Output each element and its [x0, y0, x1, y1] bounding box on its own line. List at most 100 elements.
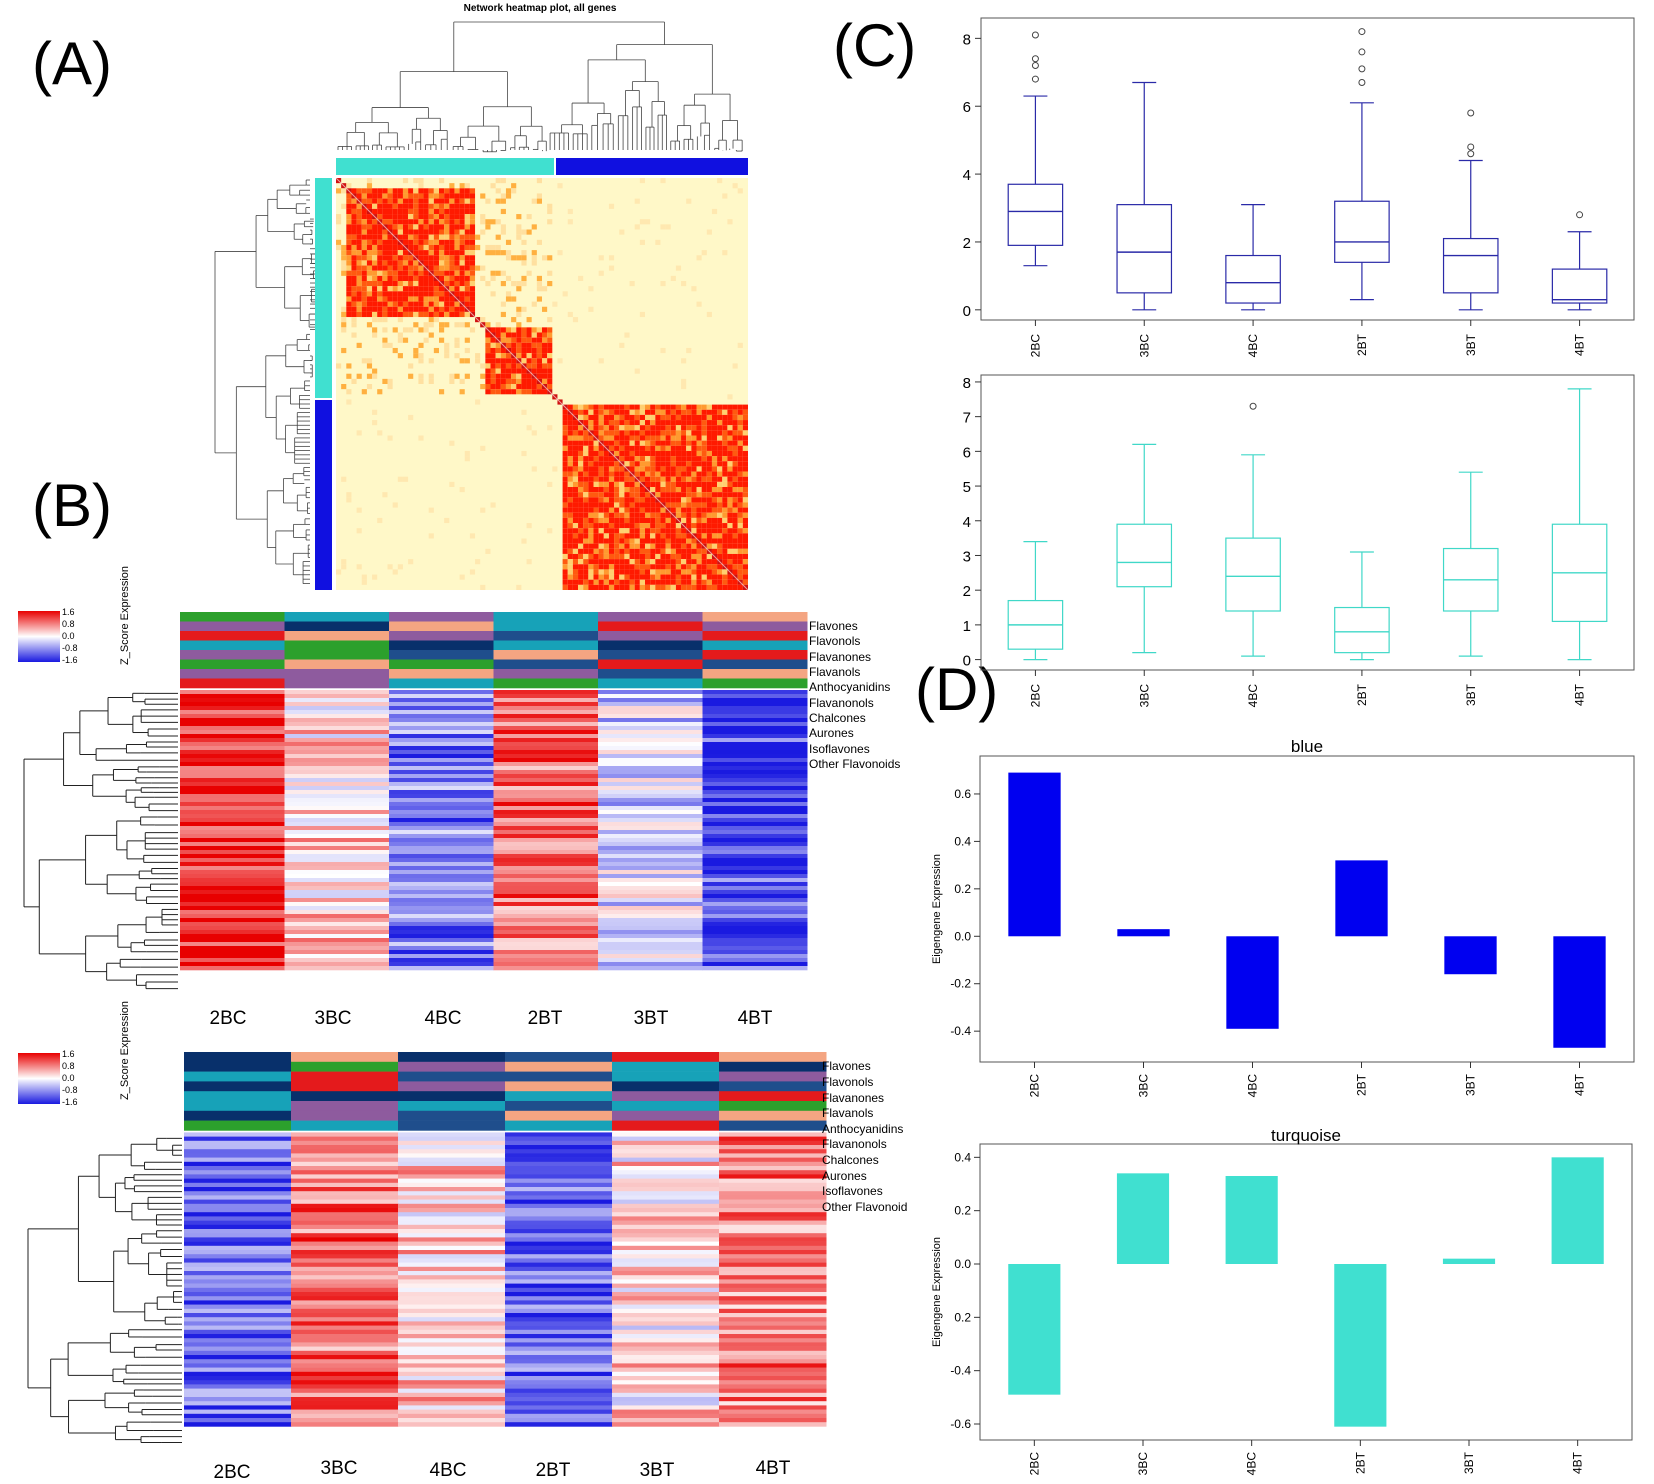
- tom-cell: [372, 250, 378, 256]
- tom-cell: [495, 178, 501, 184]
- tom-cell: [531, 466, 537, 472]
- tom-cell: [681, 517, 687, 524]
- annotation-cell: [493, 678, 599, 689]
- tom-cell: [675, 430, 682, 436]
- tom-cell: [480, 214, 486, 220]
- tom-cell: [572, 492, 579, 498]
- tom-cell: [459, 214, 465, 220]
- column-label: 2BT: [536, 1460, 571, 1481]
- heatmap-cell: [184, 1208, 292, 1213]
- tom-cell: [727, 471, 733, 477]
- tom-cell: [521, 450, 527, 457]
- tom-cell: [397, 224, 403, 230]
- heatmap-cell: [389, 770, 494, 775]
- tom-cell: [392, 260, 398, 266]
- tom-cell: [341, 255, 347, 261]
- heatmap-cell: [184, 1178, 292, 1184]
- annotation-cell: [184, 1052, 292, 1063]
- tom-cell: [578, 538, 584, 544]
- tom-cell: [614, 461, 620, 467]
- tom-cell: [346, 224, 352, 230]
- tom-cell: [351, 317, 357, 323]
- x-tick-label: 4BT: [1571, 1451, 1585, 1474]
- tom-cell: [701, 450, 707, 457]
- outlier-point: [1031, 31, 1039, 39]
- tom-cell: [454, 214, 460, 220]
- tom-cell: [681, 456, 687, 462]
- tom-cell: [650, 476, 656, 482]
- tom-cell: [433, 193, 439, 199]
- heatmap-cell: [598, 922, 703, 927]
- tom-cell: [361, 198, 367, 204]
- tom-cell: [469, 281, 476, 287]
- heatmap-cell: [505, 1199, 613, 1205]
- annotation-cell: [398, 1071, 506, 1082]
- tom-cell: [562, 466, 568, 472]
- tom-cell: [567, 425, 573, 431]
- heatmap-cell: [702, 758, 808, 763]
- annotation-cell: [598, 659, 703, 670]
- tom-cell: [562, 440, 568, 446]
- tom-cell: [562, 487, 568, 493]
- tom-cell: [722, 507, 728, 513]
- heatmap-cell: [598, 918, 703, 923]
- tom-cell: [645, 523, 651, 529]
- tom-cell: [449, 214, 455, 220]
- heatmap-cell: [719, 1329, 827, 1335]
- tom-cell: [459, 255, 465, 261]
- tom-cell: [423, 275, 429, 281]
- tom-cell: [521, 239, 527, 245]
- heatmap-cell: [180, 902, 285, 907]
- tom-cell: [665, 435, 671, 441]
- heatmap-cell: [180, 890, 285, 895]
- tom-cell: [603, 476, 609, 482]
- tom-cell: [433, 219, 439, 225]
- heatmap-cell: [702, 710, 808, 715]
- heatmap-cell: [180, 798, 285, 803]
- tom-cell: [397, 229, 403, 235]
- heatmap-cell: [389, 706, 494, 711]
- heatmap-cell: [612, 1329, 720, 1335]
- tom-cell: [639, 528, 645, 534]
- tom-cell: [691, 461, 697, 467]
- tom-cell: [505, 239, 512, 245]
- tom-cell: [603, 564, 609, 570]
- tom-cell: [475, 244, 481, 251]
- heatmap-cell: [612, 1250, 720, 1255]
- tom-cell: [717, 579, 723, 585]
- tom-cell: [686, 517, 692, 524]
- heatmap-cell: [702, 726, 808, 731]
- tom-cell: [449, 306, 455, 312]
- heatmap-cell: [180, 946, 285, 951]
- tom-cell: [392, 306, 398, 312]
- tom-cell: [397, 291, 403, 297]
- tom-cell: [711, 569, 718, 575]
- heatmap-cell: [505, 1384, 613, 1389]
- heatmap-cell: [389, 878, 494, 883]
- tom-cell: [650, 425, 656, 431]
- heatmap-cell: [612, 1136, 720, 1142]
- tom-cell: [660, 548, 666, 554]
- heatmap-cell: [505, 1405, 613, 1410]
- heatmap-cell: [184, 1418, 292, 1423]
- tom-cell: [485, 389, 491, 395]
- tom-cell: [547, 208, 553, 215]
- tom-cell: [629, 461, 635, 467]
- tom-cell: [444, 322, 450, 328]
- tom-cell: [732, 404, 738, 410]
- tom-cell: [670, 528, 676, 534]
- tom-cell: [701, 523, 707, 529]
- tom-cell: [439, 229, 445, 235]
- tom-cell: [433, 239, 439, 245]
- tom-cell: [459, 306, 465, 312]
- tom-cell: [511, 337, 517, 343]
- tom-cell: [562, 543, 568, 549]
- tom-cell: [629, 497, 635, 503]
- tom-cell: [717, 538, 723, 544]
- tom-cell: [428, 255, 434, 261]
- heatmap-cell: [598, 910, 703, 915]
- heatmap-cell: [398, 1195, 506, 1200]
- tom-cell: [408, 208, 414, 215]
- outlier-point: [1358, 78, 1366, 86]
- x-tick-label: 3BC: [1136, 1452, 1150, 1476]
